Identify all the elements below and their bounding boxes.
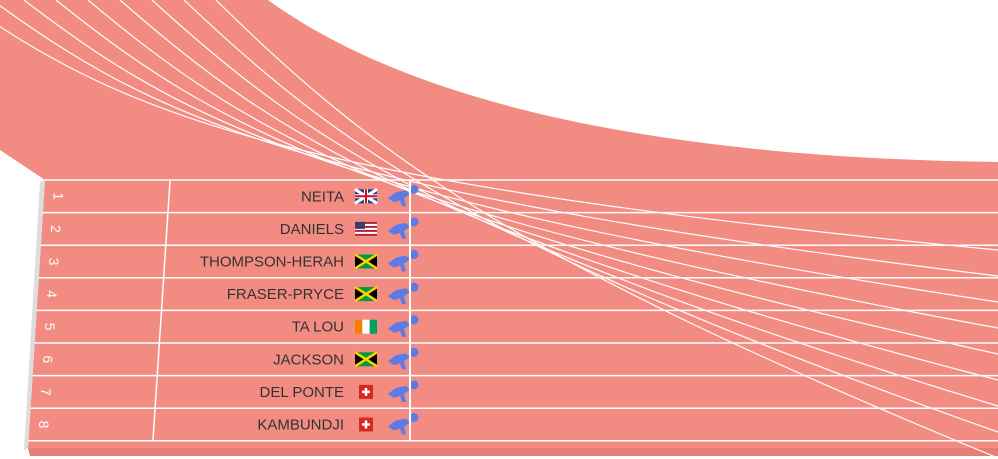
runner-body	[388, 320, 410, 337]
runner-body	[388, 255, 410, 272]
runner-icon	[388, 413, 419, 435]
lanes: 1 NEITA 2 DANIELS 3 THOMPSON-HERAH 4 FRASER-PRY…	[28, 179, 998, 442]
lane-number: 6	[40, 355, 56, 363]
lane-number: 3	[46, 258, 62, 266]
runner-icon	[388, 380, 419, 402]
flag-cross	[362, 387, 370, 396]
athlete-name: NEITA	[301, 188, 344, 205]
lane-number-border	[152, 180, 171, 441]
athlete-name: DEL PONTE	[260, 384, 344, 401]
track-side	[24, 180, 45, 450]
flag-saltire	[354, 351, 378, 368]
lane-number: 5	[42, 323, 58, 331]
runner-head	[409, 184, 419, 194]
runner-head	[409, 380, 419, 390]
track-curve	[0, 0, 998, 180]
runner-body	[388, 190, 410, 207]
runner-icon	[388, 282, 419, 305]
flag-stripe	[355, 221, 377, 224]
lane-number: 8	[36, 421, 52, 429]
flag	[359, 384, 373, 399]
flag	[354, 351, 378, 368]
lane-number: 4	[44, 290, 60, 298]
flag-band	[362, 319, 370, 334]
flag	[354, 286, 378, 303]
flag	[359, 417, 373, 432]
curve-line	[151, 0, 998, 407]
track-straight	[28, 180, 998, 448]
athlete-name: DANIELS	[280, 221, 344, 238]
flag-stripe	[355, 225, 377, 228]
curve-line	[119, 0, 998, 381]
flag-band	[355, 319, 363, 334]
runner-body	[388, 385, 410, 402]
flag-saltire	[354, 286, 378, 303]
athlete-name: FRASER-PRYCE	[227, 286, 344, 303]
flag	[355, 319, 377, 334]
runner-head	[409, 347, 419, 357]
runner-head	[409, 315, 419, 325]
athlete-name: THOMPSON-HERAH	[200, 253, 344, 270]
runner-body	[388, 418, 410, 435]
runner-icon	[388, 184, 419, 207]
runner-head	[409, 217, 419, 227]
runner-icon	[388, 250, 419, 272]
athlete-name: JACKSON	[273, 351, 344, 368]
flag-stripe	[355, 233, 377, 236]
curve-line	[183, 0, 998, 433]
runner-body	[388, 353, 410, 370]
runner-head	[409, 282, 419, 292]
athlete-name: TA LOU	[292, 319, 344, 336]
track-edge	[28, 448, 998, 456]
lane-number: 2	[48, 225, 64, 233]
runner-head	[409, 413, 419, 422]
runner-body	[388, 288, 410, 305]
curve-line	[23, 0, 998, 303]
curve-line	[215, 0, 998, 459]
flag-cross	[362, 420, 370, 429]
runner-icon	[388, 217, 419, 239]
flag-stripe	[355, 229, 377, 232]
curve-line	[87, 0, 998, 355]
runner-icon	[388, 347, 419, 370]
runner-head	[409, 250, 419, 259]
lane-number: 1	[50, 192, 66, 200]
flag-band	[369, 319, 377, 334]
flag	[354, 188, 378, 205]
flag	[355, 221, 377, 236]
flag-canton	[355, 221, 365, 229]
flag-cross	[355, 189, 377, 204]
flag	[354, 253, 378, 270]
athlete-name: KAMBUNDJI	[257, 416, 344, 433]
runner-icon	[388, 315, 419, 337]
lane-number: 7	[38, 388, 54, 396]
runner-body	[388, 222, 410, 239]
flag-saltire	[354, 253, 378, 270]
